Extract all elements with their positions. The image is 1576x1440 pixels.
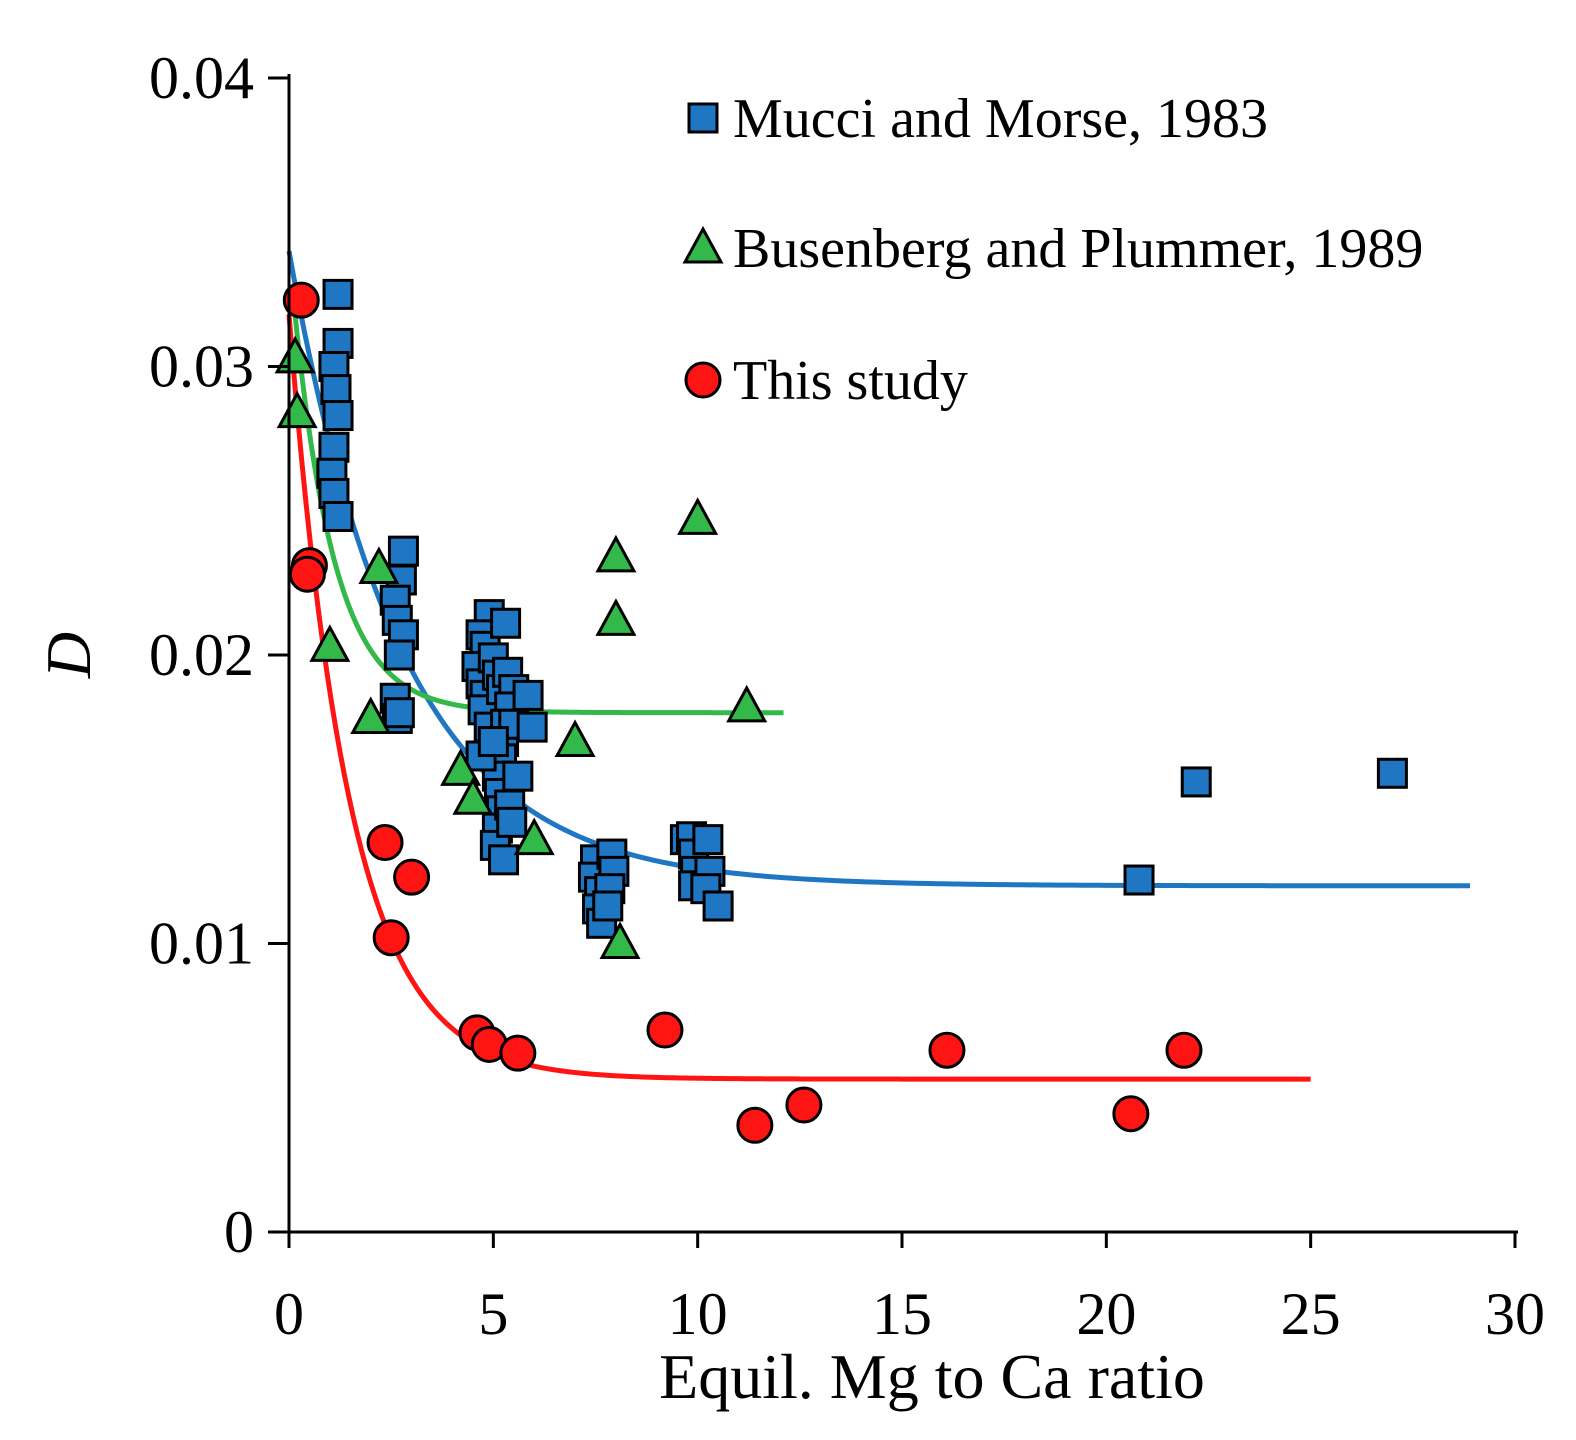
square-data-point (490, 607, 522, 639)
square-data-point (512, 679, 544, 711)
legend-item-series-3: This study (684, 350, 968, 412)
circle-data-point (785, 1086, 823, 1124)
triangle-data-point (595, 598, 637, 636)
y-tick-label: 0.02 (149, 622, 254, 688)
square-data-point (502, 760, 534, 792)
legend-circle-marker (684, 361, 722, 399)
square-data-point (322, 400, 354, 432)
x-tick-label: 0 (274, 1281, 304, 1347)
legend-label: Busenberg and Plummer, 1989 (733, 218, 1423, 280)
square-data-point (488, 844, 520, 876)
series-1-points (316, 278, 1408, 939)
y-tick-label: 0.01 (149, 911, 254, 977)
legend: Mucci and Morse, 1983 Busenberg and Plumm… (682, 88, 1423, 412)
square-data-point (387, 535, 419, 567)
square-data-point (692, 824, 724, 856)
circle-data-point (282, 281, 320, 319)
square-data-point (322, 278, 354, 310)
square-data-point (383, 639, 415, 671)
legend-triangle-marker (682, 225, 724, 264)
circle-data-point (928, 1031, 966, 1069)
legend-square-marker (687, 102, 719, 134)
circle-data-point (1165, 1031, 1203, 1069)
circle-data-point (499, 1034, 537, 1072)
triangle-data-point (726, 684, 768, 723)
triangle-data-point (452, 777, 494, 815)
square-data-point (1123, 864, 1155, 896)
series-3-points (282, 281, 1203, 1144)
legend-item-series-1: Mucci and Morse, 1983 (687, 88, 1268, 150)
circle-data-point (646, 1011, 684, 1049)
triangle-data-point (599, 921, 641, 959)
triangle-data-point (677, 497, 719, 535)
square-data-point (496, 806, 528, 838)
square-data-point (320, 374, 352, 406)
circle-data-point (288, 555, 326, 593)
triangle-data-point (309, 624, 351, 662)
circle-data-point (372, 919, 410, 957)
data-points (274, 278, 1408, 1144)
x-tick-label: 30 (1485, 1281, 1545, 1347)
x-tick-label: 15 (872, 1281, 932, 1347)
triangle-data-point (358, 546, 400, 584)
circle-data-point (736, 1106, 774, 1144)
legend-label: Mucci and Morse, 1983 (733, 88, 1268, 150)
triangle-data-point (274, 335, 316, 374)
triangle-data-point (595, 534, 637, 573)
square-data-point (1376, 757, 1408, 789)
x-tick-label: 5 (478, 1281, 508, 1347)
triangle-data-point (554, 719, 596, 758)
triangle-data-point (513, 817, 555, 856)
square-data-point (516, 711, 548, 743)
y-tick-label: 0.04 (149, 45, 254, 111)
triangle-data-point (350, 696, 392, 734)
x-axis-title: Equil. Mg to Ca ratio (659, 1341, 1205, 1412)
legend-label: This study (733, 350, 968, 412)
square-data-point (592, 890, 624, 922)
y-axis-title: D (33, 632, 104, 679)
square-data-point (702, 890, 734, 922)
fit-line-series-3 (286, 314, 1311, 1082)
triangle-data-point (440, 748, 482, 786)
triangle-data-point (276, 390, 318, 429)
circle-data-point (393, 858, 431, 896)
legend-item-series-2: Busenberg and Plummer, 1989 (682, 218, 1423, 280)
circle-data-point (1112, 1095, 1150, 1133)
square-data-point (477, 726, 509, 758)
x-tick-label: 25 (1281, 1281, 1341, 1347)
square-data-point (318, 431, 350, 463)
y-tick-label: 0 (224, 1199, 254, 1265)
square-data-point (1180, 766, 1212, 798)
square-data-point (322, 501, 354, 533)
ticks: 0 5 10 15 20 25 30 0 0.01 0.02 0.03 0.04 (149, 45, 1545, 1347)
circle-data-point (366, 824, 404, 862)
y-tick-label: 0.03 (149, 334, 254, 400)
square-data-point (383, 697, 415, 729)
x-tick-label: 10 (668, 1281, 728, 1347)
x-tick-label: 20 (1076, 1281, 1136, 1347)
